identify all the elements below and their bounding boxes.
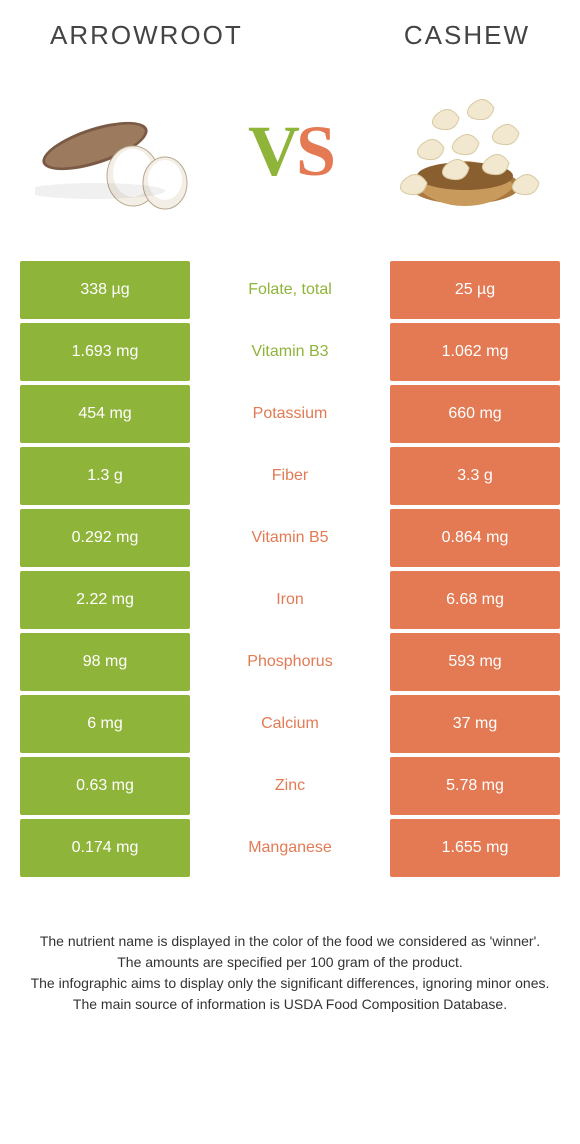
nutrient-label: Phosphorus (190, 633, 390, 691)
nutrient-label: Calcium (190, 695, 390, 753)
right-value: 0.864 mg (390, 509, 560, 567)
nutrient-label: Vitamin B5 (190, 509, 390, 567)
nutrient-row: 1.693 mgVitamin B31.062 mg (20, 323, 560, 381)
nutrient-row: 338 µgFolate, total25 µg (20, 261, 560, 319)
left-value: 1.3 g (20, 447, 190, 505)
nutrient-row: 0.292 mgVitamin B50.864 mg (20, 509, 560, 567)
vs-v: V (248, 111, 296, 191)
nutrient-row: 0.174 mgManganese1.655 mg (20, 819, 560, 877)
nutrient-label: Fiber (190, 447, 390, 505)
nutrient-row: 0.63 mgZinc5.78 mg (20, 757, 560, 815)
vs-label: VS (248, 110, 332, 193)
left-value: 0.174 mg (20, 819, 190, 877)
left-food-title: ARROWROOT (50, 20, 243, 51)
nutrient-label: Folate, total (190, 261, 390, 319)
comparison-header: ARROWROOT CASHEW (0, 0, 580, 61)
left-value: 0.292 mg (20, 509, 190, 567)
nutrient-row: 454 mgPotassium660 mg (20, 385, 560, 443)
left-value: 454 mg (20, 385, 190, 443)
right-food-title: CASHEW (404, 20, 530, 51)
nutrient-row: 2.22 mgIron6.68 mg (20, 571, 560, 629)
right-value: 660 mg (390, 385, 560, 443)
right-value: 37 mg (390, 695, 560, 753)
left-value: 6 mg (20, 695, 190, 753)
left-value: 2.22 mg (20, 571, 190, 629)
hero-row: VS (0, 61, 580, 261)
cashew-image (370, 76, 550, 226)
left-value: 1.693 mg (20, 323, 190, 381)
right-value: 593 mg (390, 633, 560, 691)
left-value: 0.63 mg (20, 757, 190, 815)
nutrient-label: Potassium (190, 385, 390, 443)
right-value: 5.78 mg (390, 757, 560, 815)
left-value: 98 mg (20, 633, 190, 691)
right-value: 6.68 mg (390, 571, 560, 629)
arrowroot-image (30, 76, 210, 226)
vs-s: S (296, 111, 332, 191)
right-value: 1.062 mg (390, 323, 560, 381)
footnote-line: The main source of information is USDA F… (30, 994, 550, 1015)
nutrient-table: 338 µgFolate, total25 µg1.693 mgVitamin … (0, 261, 580, 877)
right-value: 1.655 mg (390, 819, 560, 877)
footnote-line: The nutrient name is displayed in the co… (30, 931, 550, 952)
nutrient-row: 6 mgCalcium37 mg (20, 695, 560, 753)
nutrient-label: Iron (190, 571, 390, 629)
nutrient-row: 98 mgPhosphorus593 mg (20, 633, 560, 691)
right-value: 25 µg (390, 261, 560, 319)
footnote-line: The infographic aims to display only the… (30, 973, 550, 994)
nutrient-row: 1.3 gFiber3.3 g (20, 447, 560, 505)
left-value: 338 µg (20, 261, 190, 319)
footnote-line: The amounts are specified per 100 gram o… (30, 952, 550, 973)
nutrient-label: Manganese (190, 819, 390, 877)
nutrient-label: Vitamin B3 (190, 323, 390, 381)
right-value: 3.3 g (390, 447, 560, 505)
nutrient-label: Zinc (190, 757, 390, 815)
footnotes: The nutrient name is displayed in the co… (0, 881, 580, 1015)
